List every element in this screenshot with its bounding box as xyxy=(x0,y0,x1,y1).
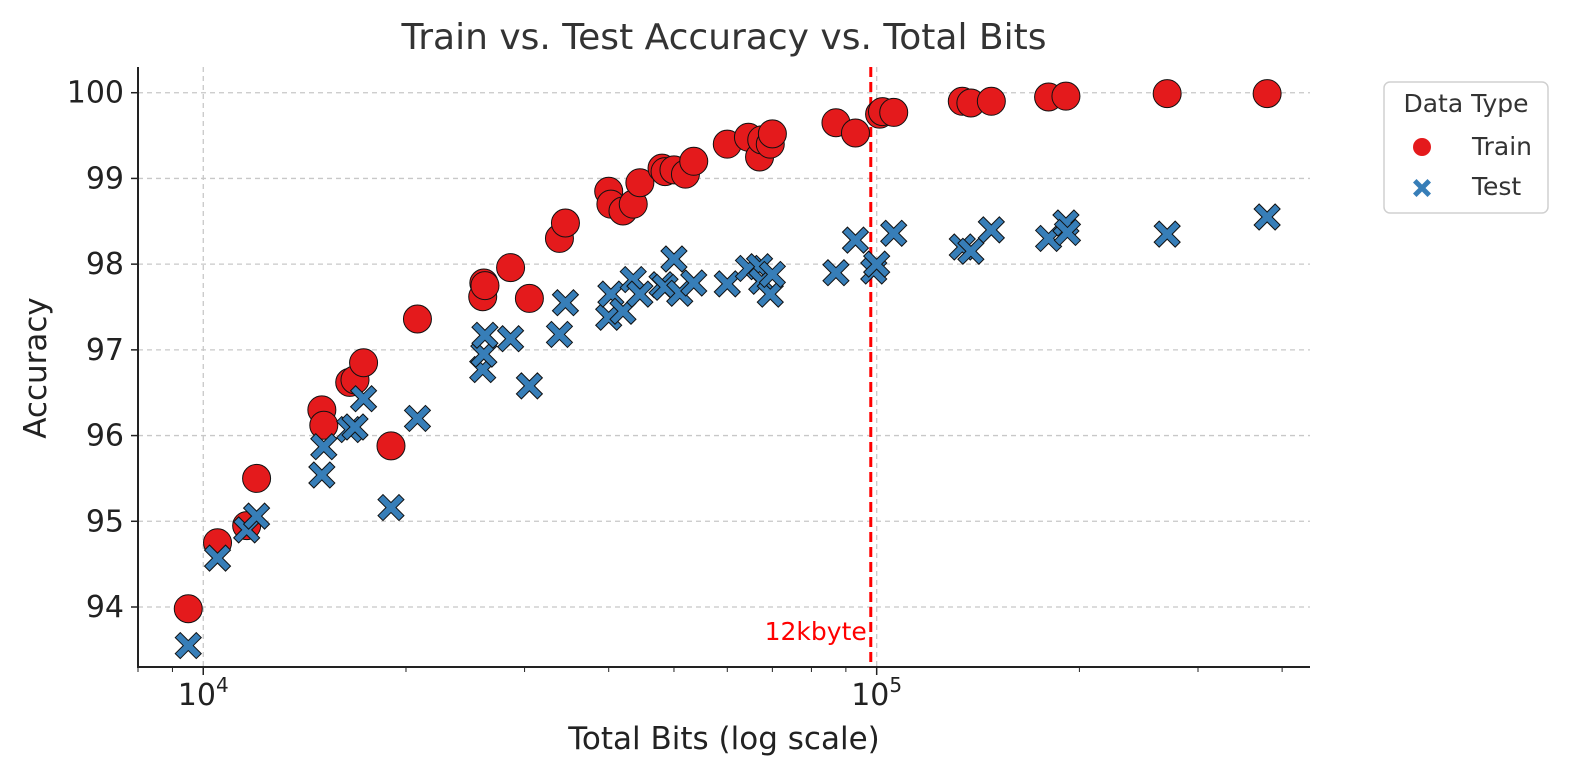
test-point xyxy=(713,270,741,298)
test-point xyxy=(308,461,336,489)
test-point xyxy=(1153,220,1181,248)
test-point xyxy=(660,245,688,273)
y-tick-label: 94 xyxy=(86,590,124,625)
train-point xyxy=(1051,81,1081,111)
test-point xyxy=(242,502,271,530)
test-point xyxy=(310,433,338,461)
train-point xyxy=(470,271,500,301)
y-tick-label: 96 xyxy=(86,419,124,454)
test-point xyxy=(957,237,985,265)
test-point xyxy=(977,216,1006,244)
legend-box xyxy=(1383,81,1549,214)
test-point xyxy=(680,269,708,297)
train-point xyxy=(514,283,544,313)
test-point xyxy=(341,413,369,441)
test-point xyxy=(377,493,405,522)
x-axis-label: Total Bits (log scale) xyxy=(567,721,879,757)
train-point xyxy=(349,348,379,378)
test-point xyxy=(862,250,891,278)
test-point xyxy=(203,544,232,572)
test-point xyxy=(551,289,580,317)
train-point xyxy=(402,304,432,334)
test-point xyxy=(841,226,870,254)
reference-line-group: 12kbyte xyxy=(765,67,873,667)
legend-train-label: Train xyxy=(1471,132,1532,161)
test-point xyxy=(174,631,202,660)
axes xyxy=(137,67,1310,668)
test-point xyxy=(471,321,499,349)
test-point xyxy=(756,280,784,308)
tick-labels: 94 95 96 97 98 99 100 104 105 xyxy=(67,76,1283,713)
test-point xyxy=(626,280,654,308)
y-tick-label: 95 xyxy=(86,504,124,539)
reference-line-label: 12kbyte xyxy=(765,617,867,646)
train-point xyxy=(679,146,709,176)
legend-test-marker xyxy=(1413,179,1431,197)
legend-test-label: Test xyxy=(1471,172,1521,201)
train-point xyxy=(976,86,1006,116)
test-point xyxy=(1053,218,1082,247)
train-point xyxy=(1252,79,1282,109)
y-tick-label: 100 xyxy=(67,76,124,111)
x-tick-label: 105 xyxy=(851,673,902,713)
train-point xyxy=(757,119,787,149)
data-points xyxy=(173,79,1282,660)
train-point xyxy=(1152,79,1182,109)
train-point xyxy=(625,168,655,198)
test-point xyxy=(822,259,850,287)
train-point xyxy=(840,118,870,148)
legend: Data Type Train Test xyxy=(1383,81,1549,214)
train-point xyxy=(309,410,339,440)
train-point xyxy=(496,253,526,283)
train-point xyxy=(173,594,203,624)
test-point xyxy=(758,260,787,289)
x-tick-label: 104 xyxy=(178,673,229,713)
train-point xyxy=(376,431,406,461)
grid-lines xyxy=(138,67,1310,667)
test-point xyxy=(515,372,544,400)
test-point xyxy=(403,404,432,433)
legend-train-marker xyxy=(1413,138,1431,156)
y-tick-label: 99 xyxy=(86,161,124,196)
test-point xyxy=(349,385,378,413)
test-point xyxy=(545,320,574,349)
test-point xyxy=(496,325,525,353)
chart-title: Train vs. Test Accuracy vs. Total Bits xyxy=(401,17,1047,58)
legend-title: Data Type xyxy=(1403,89,1528,118)
test-point xyxy=(880,219,908,247)
y-axis-label: Accuracy xyxy=(18,297,54,439)
train-point xyxy=(879,97,909,127)
y-tick-label: 97 xyxy=(86,333,124,368)
y-tick-label: 98 xyxy=(86,247,124,282)
test-point xyxy=(1253,203,1281,231)
train-point xyxy=(242,463,272,493)
train-point xyxy=(550,208,580,238)
